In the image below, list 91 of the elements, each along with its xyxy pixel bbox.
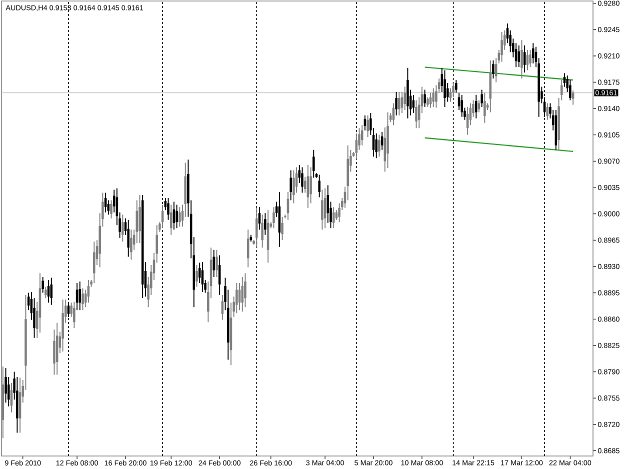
candlestick [286, 192, 290, 220]
candlestick [42, 277, 44, 293]
candlestick [76, 283, 78, 310]
candlestick [216, 250, 218, 278]
candlestick [236, 283, 238, 314]
candlestick [104, 192, 107, 212]
candlestick [526, 50, 529, 70]
candlestick [241, 277, 244, 312]
candlestick [572, 90, 574, 105]
candlestick [258, 207, 261, 230]
candlestick [138, 195, 141, 244]
candlestick [281, 216, 284, 240]
candlestick [523, 45, 526, 72]
candlestick [110, 200, 112, 218]
candlestick [50, 278, 53, 305]
candlestick [250, 234, 252, 242]
candlestick [492, 60, 494, 78]
candlestick [364, 115, 366, 130]
candlestick [386, 112, 389, 168]
candlestick [392, 103, 395, 126]
candlestick [324, 188, 326, 228]
candlestick [18, 378, 22, 433]
candlestick [62, 300, 64, 352]
candlestick [278, 192, 281, 247]
candlestick [130, 230, 132, 260]
candlestick [432, 88, 435, 108]
candlestick [172, 202, 176, 230]
candlestick [122, 214, 124, 242]
candlestick [554, 110, 558, 150]
candlestick [87, 280, 90, 303]
candlestick [480, 90, 483, 108]
candlestick [366, 115, 369, 138]
candlestick [266, 210, 270, 263]
candlestick [290, 170, 292, 200]
candlestick [380, 132, 384, 150]
candlestick [321, 190, 324, 230]
candlestick [378, 134, 380, 157]
candlestick [306, 164, 310, 208]
candlestick [167, 198, 170, 220]
candlestick [318, 174, 320, 198]
candlestick [78, 282, 82, 310]
candlestick [478, 100, 480, 112]
candlestick [10, 383, 13, 412]
candlestick [292, 170, 295, 204]
candlestick [474, 95, 478, 118]
candlestick [460, 95, 464, 117]
candlestick [82, 288, 84, 310]
candlestick [127, 220, 130, 257]
candlestick [196, 264, 198, 287]
candlestick [489, 60, 492, 112]
candlestick [272, 207, 275, 228]
candlestick [56, 322, 58, 375]
candlestick [455, 80, 458, 93]
candlestick [520, 40, 523, 78]
candlestick [44, 286, 47, 298]
candlestick [47, 280, 50, 303]
candlestick [424, 90, 426, 108]
candlestick [161, 204, 164, 228]
candlestick [264, 213, 266, 235]
candlestick [170, 204, 172, 235]
candlestick [201, 262, 204, 292]
candlestick [444, 70, 446, 108]
candlestick [246, 230, 250, 268]
candlestick [221, 295, 224, 320]
candlestick [4, 368, 7, 403]
candlestick [546, 103, 549, 120]
candlestick [93, 242, 96, 284]
candlestick [426, 97, 429, 108]
candlestick [255, 208, 258, 248]
candlestick [484, 92, 486, 123]
candlestick [518, 45, 520, 68]
candlestick [395, 92, 398, 116]
candlestick [398, 92, 400, 116]
candlestick [332, 207, 335, 228]
candlestick [415, 100, 418, 128]
candlestick [73, 302, 76, 328]
candlestick [176, 204, 178, 228]
candlestick [312, 150, 315, 178]
candlestick [406, 68, 409, 118]
candlestick [404, 86, 406, 110]
candlestick [178, 207, 181, 227]
candlestick [466, 107, 469, 135]
candlestick [261, 214, 264, 248]
candlestick [212, 250, 216, 278]
candlestick [301, 167, 304, 193]
candlestick [532, 43, 534, 64]
candlestick [500, 32, 503, 62]
candlestick [218, 255, 221, 296]
candlestick [569, 80, 572, 100]
candlestick [529, 50, 532, 68]
candlestick [244, 273, 246, 308]
